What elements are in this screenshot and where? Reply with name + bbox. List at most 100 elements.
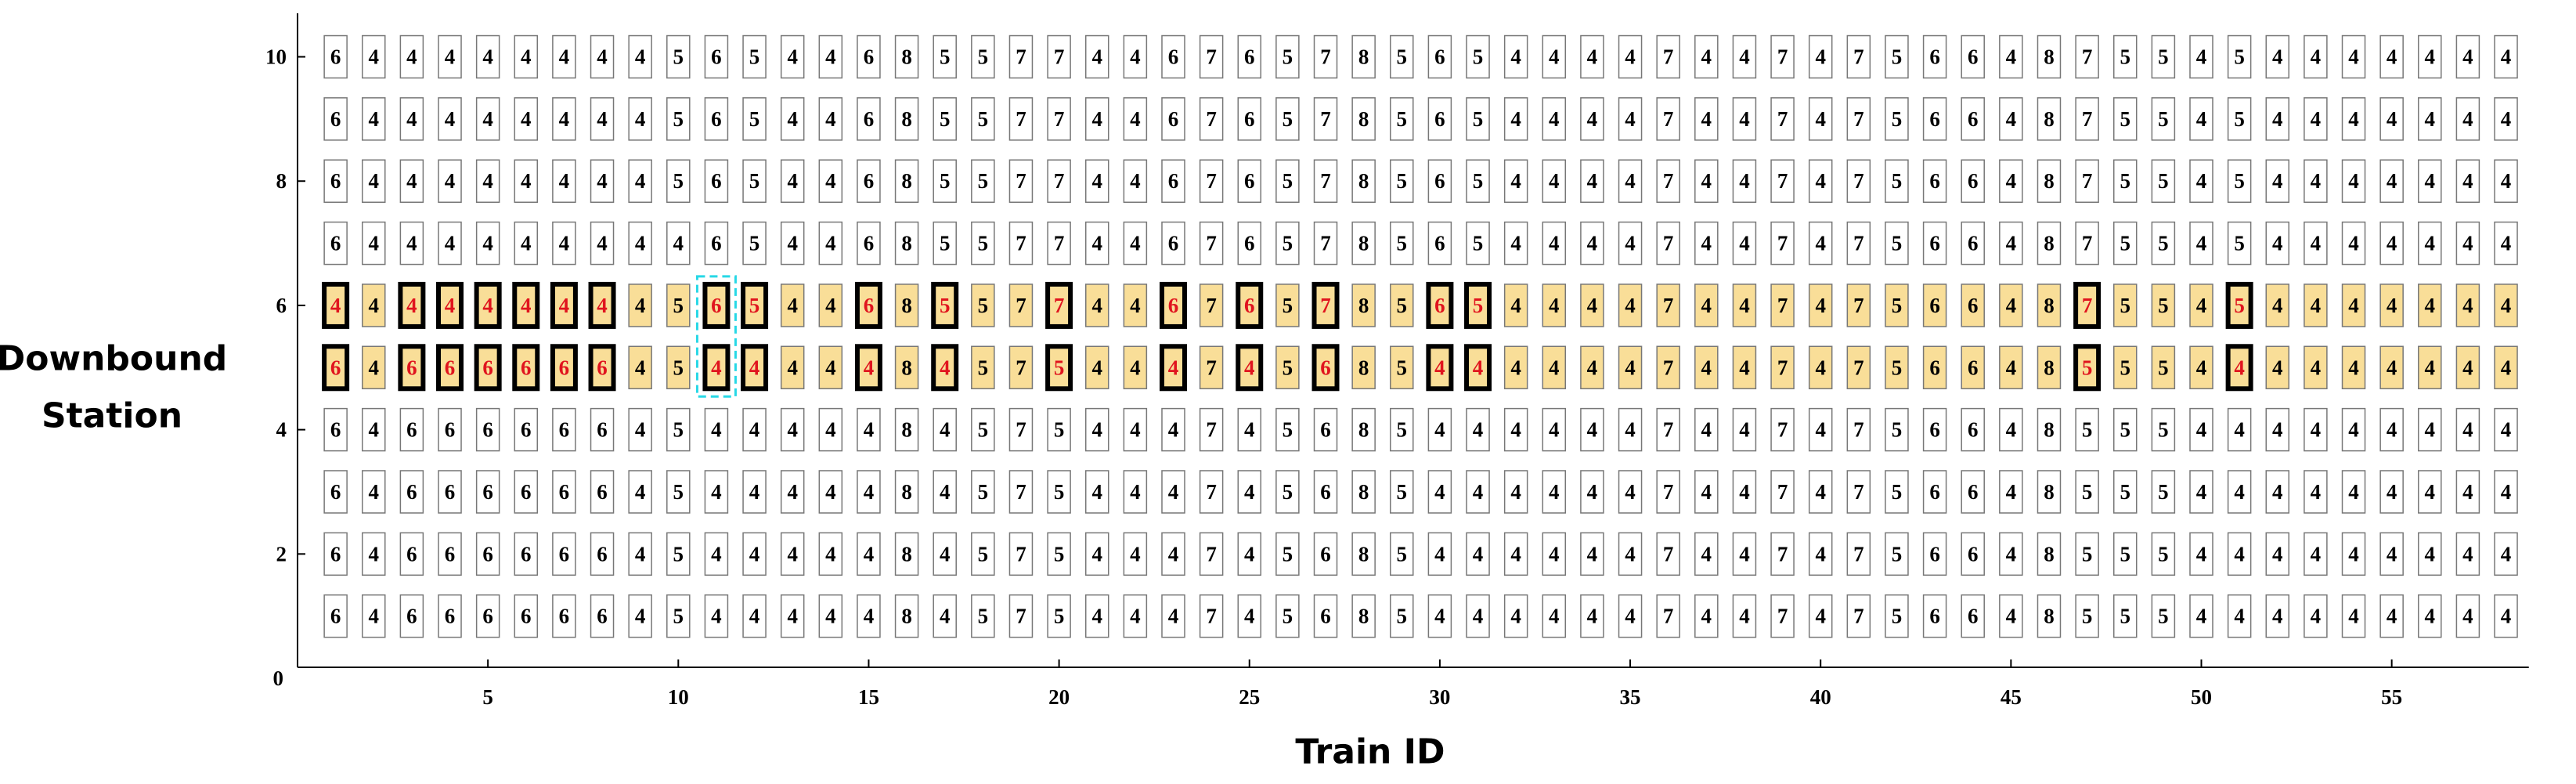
cell <box>2494 594 2518 638</box>
cell <box>1047 97 1071 141</box>
cell-value: 4 <box>635 232 646 255</box>
cell <box>1351 159 1376 203</box>
cell <box>1922 345 1947 390</box>
cell <box>702 281 731 329</box>
cell <box>1694 345 1719 390</box>
cell-value: 4 <box>2006 169 2017 193</box>
cell-value: 6 <box>597 605 608 628</box>
cell-value: 4 <box>1701 542 1712 565</box>
cell <box>854 281 882 329</box>
cell <box>933 594 957 638</box>
cell <box>971 284 995 327</box>
cell <box>1427 34 1452 79</box>
cell-value: 7 <box>1054 294 1065 317</box>
cell-value: 4 <box>749 480 760 504</box>
cell-value: 8 <box>2044 232 2055 255</box>
cell-value: 5 <box>2158 294 2169 317</box>
cell-value: 5 <box>2234 107 2245 131</box>
cell-value: 4 <box>2425 605 2436 628</box>
cell <box>1390 345 1414 390</box>
cell-value: 6 <box>330 169 341 193</box>
cell-value: 4 <box>1473 356 1484 379</box>
cell <box>933 470 957 514</box>
cell <box>514 532 539 576</box>
cell-value: 6 <box>559 605 570 628</box>
cell-value: 5 <box>2120 356 2130 379</box>
cell-value: 4 <box>482 107 493 131</box>
cell-value: 6 <box>1929 294 1940 317</box>
cell-value: 6 <box>1968 418 1979 442</box>
cell-value: 4 <box>2348 107 2359 131</box>
cell <box>742 34 767 79</box>
cell <box>2265 407 2290 452</box>
cell <box>2341 97 2366 141</box>
cell <box>1922 221 1947 266</box>
cell <box>1123 594 1148 638</box>
cell <box>514 34 539 79</box>
cell <box>704 594 729 638</box>
cell <box>931 344 959 392</box>
cell-value: 6 <box>711 45 722 69</box>
cell-value: 4 <box>1473 418 1484 442</box>
cell <box>931 281 959 329</box>
cell-value: 5 <box>978 169 989 193</box>
cell <box>894 532 919 576</box>
cell-value: 4 <box>1244 480 1255 504</box>
cell-value: 6 <box>711 294 722 317</box>
cell-value: 8 <box>2044 45 2055 69</box>
cell-value: 4 <box>1701 480 1712 504</box>
cell <box>2112 470 2138 514</box>
cell <box>2227 221 2252 266</box>
cell-value: 4 <box>2348 418 2359 442</box>
cell-value: 6 <box>1320 542 1331 565</box>
cell-value: 4 <box>1587 169 1598 193</box>
cell-value: 5 <box>1892 605 1903 628</box>
cell-value: 4 <box>1587 232 1598 255</box>
cell-value: 4 <box>1549 45 1560 69</box>
cell <box>1313 221 1338 266</box>
cell <box>1618 159 1643 203</box>
cell-value: 4 <box>1130 232 1141 255</box>
cell-value: 7 <box>1016 418 1026 442</box>
cell-value: 4 <box>1701 107 1712 131</box>
cell <box>1694 97 1719 141</box>
cell <box>1846 594 1871 638</box>
cell <box>818 221 843 266</box>
cell-value: 7 <box>1663 107 1674 131</box>
cell-value: 5 <box>2158 169 2169 193</box>
cell <box>1808 594 1833 638</box>
cell-value: 5 <box>2158 542 2169 565</box>
cell-value: 4 <box>1130 605 1141 628</box>
cell-value: 4 <box>1587 605 1598 628</box>
cell <box>1466 470 1490 514</box>
cell <box>2455 470 2480 514</box>
cell-value: 4 <box>1510 232 1521 255</box>
cell <box>2112 284 2138 327</box>
cell-value: 6 <box>1968 107 1979 131</box>
cell <box>1580 470 1604 514</box>
cell <box>1199 284 1224 327</box>
cell-value: 4 <box>2234 542 2245 565</box>
cell <box>1426 281 1454 329</box>
cell <box>1885 34 1909 79</box>
cell <box>1427 221 1452 266</box>
cell <box>1123 284 1148 327</box>
cell <box>971 97 995 141</box>
cell-value: 5 <box>2120 107 2130 131</box>
cell-value: 4 <box>2006 542 2017 565</box>
cell <box>1618 284 1643 327</box>
cell-value: 7 <box>1853 356 1864 379</box>
cell-value: 6 <box>1320 356 1331 379</box>
cell-value: 4 <box>749 605 760 628</box>
cell-value: 6 <box>1929 605 1940 628</box>
cell <box>1237 470 1261 514</box>
cell-value: 4 <box>2272 356 2283 379</box>
cell-value: 8 <box>2044 169 2055 193</box>
cell <box>1275 345 1300 390</box>
cell-value: 7 <box>1206 605 1217 628</box>
cell-value: 7 <box>1853 418 1864 442</box>
cell-value: 8 <box>2044 107 2055 131</box>
cell-value: 4 <box>1625 232 1636 255</box>
cell <box>552 97 576 141</box>
cell-value: 5 <box>1397 542 1408 565</box>
